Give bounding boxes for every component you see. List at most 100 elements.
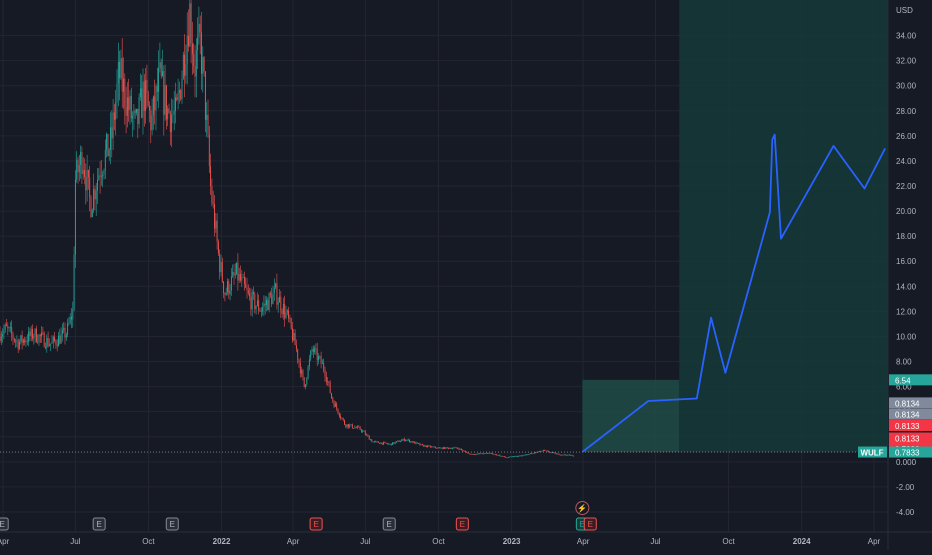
candle-body [63,328,64,330]
candle-body [540,451,541,452]
candle-body [503,456,504,457]
candle-body [270,293,271,295]
y-tick-label: 22.00 [896,182,917,191]
candle-body [460,449,461,450]
candle-body [219,253,220,272]
candle-body [516,456,517,457]
candle-body [187,36,188,64]
candle-body [474,454,475,455]
candle-body [31,329,32,336]
candle-body [26,341,27,342]
candle-body [263,304,264,308]
candle-body [512,456,513,457]
candle-body [58,336,59,347]
candle-body [487,453,488,454]
candle-body [361,430,362,432]
candle-body [178,93,179,100]
x-tick-label: Apr [577,537,590,546]
y-tick-label: 28.00 [896,107,917,116]
candle-body [529,454,530,455]
candle-body [302,370,303,377]
candle-body [227,281,228,292]
currency-label: USD [896,6,913,15]
candle-body [304,377,305,387]
price-label: 6.54 [895,376,911,385]
candle-body [464,451,465,452]
candle-body [5,325,6,330]
candle-body [568,455,569,456]
candle-body [551,452,552,453]
x-tick-label: Oct [722,537,735,546]
candle-body [400,441,401,442]
candle-body [146,80,147,93]
candle-body [139,97,140,124]
candle-body [457,448,458,449]
candle-body [98,175,99,179]
y-tick-label: 20.00 [896,207,917,216]
candle-body [234,272,235,275]
candle-body [135,111,136,113]
candle-body [481,453,482,454]
candle-body [331,393,332,398]
candle-body [126,107,127,116]
candle-body [149,106,150,111]
candle-body [101,176,102,177]
x-tick-label: Jul [70,537,80,546]
candle-body [70,317,71,323]
candle-body [456,447,457,448]
candle-body [23,340,24,343]
candle-body [153,97,154,116]
candle-body [500,456,501,457]
candle-body [19,342,20,349]
candle-body [296,345,297,349]
candle-body [305,384,306,386]
candle-body [401,440,402,441]
candle-body [301,370,302,373]
candle-body [261,311,262,312]
candle-body [332,398,333,402]
candle-body [559,454,560,455]
candle-body [468,452,469,453]
candle-body [61,334,62,344]
candle-body [354,427,355,428]
candle-body [297,349,298,359]
candle-body [211,186,212,202]
candle-body [189,3,190,46]
candle-body [388,444,389,445]
candle-body [531,453,532,454]
candle-body [14,339,15,341]
candle-body [560,455,561,456]
candle-body [243,277,244,278]
candle-body [325,370,326,377]
candle-body [371,440,372,442]
candle-body [72,309,73,319]
candle-body [271,295,272,304]
candle-body [375,441,376,442]
candle-body [266,300,267,305]
candle-body [169,108,170,112]
candle-body [42,333,43,334]
candle-body [390,444,391,445]
candle-body [425,446,426,447]
candle-body [45,347,46,348]
candle-body [114,112,115,119]
candle-body [438,448,439,449]
candle-body [221,262,222,272]
candle-body [543,450,544,451]
candle-body [455,447,456,448]
candle-body [490,453,491,454]
earnings-marker-label: E [170,520,175,529]
candle-body [517,456,518,457]
candle-body [85,177,86,190]
symbol-label: WULF [860,449,883,458]
candle-body [67,323,68,334]
candle-body [473,454,474,455]
candle-body [442,448,443,449]
candle-body [265,304,266,306]
candle-body [89,177,90,197]
x-tick-label: 2023 [503,537,521,546]
candle-body [533,453,534,454]
candle-body [520,456,521,457]
